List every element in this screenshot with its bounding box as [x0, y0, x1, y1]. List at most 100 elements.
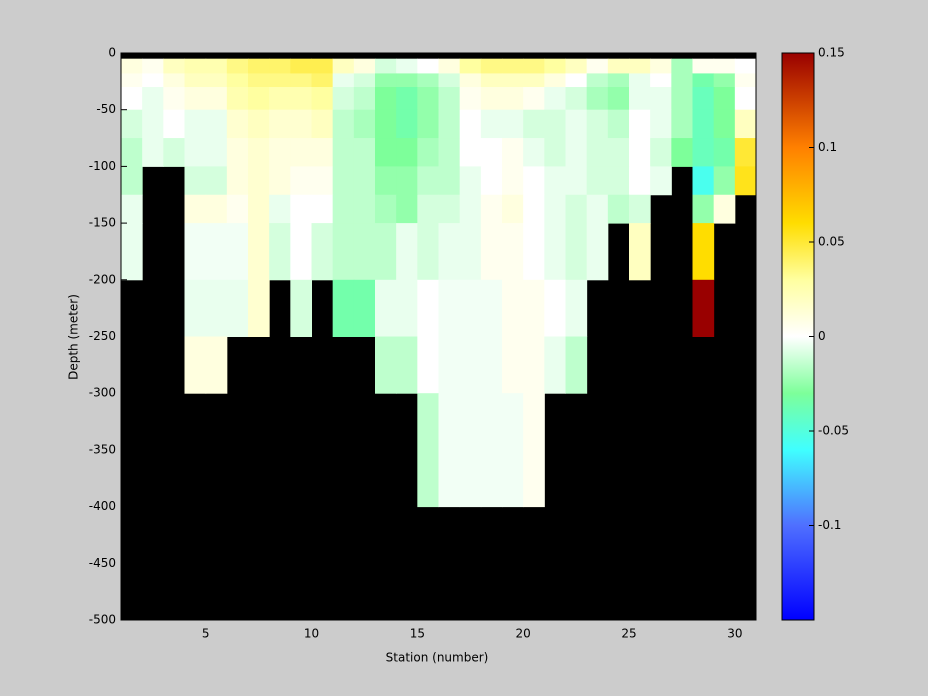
- heatmap-cell: [523, 194, 545, 224]
- heatmap-cell: [396, 138, 418, 167]
- heatmap-cell: [692, 73, 715, 88]
- heatmap-cell: [713, 87, 736, 111]
- heatmap-cell: [205, 87, 228, 111]
- heatmap-cell: [734, 138, 757, 167]
- heatmap-cell: [353, 138, 376, 167]
- heatmap-cell: [311, 166, 334, 196]
- y-tick-label: -450: [89, 556, 116, 570]
- heatmap-cell: [692, 194, 715, 224]
- heatmap-cell: [142, 87, 164, 111]
- heatmap-cell: [248, 73, 270, 88]
- heatmap-cell: [121, 73, 143, 88]
- heatmap-cell: [438, 194, 461, 224]
- heatmap-cell: [332, 109, 355, 139]
- heatmap-cell: [332, 58, 355, 74]
- heatmap-cell: [290, 73, 312, 88]
- heatmap-cell: [269, 87, 291, 111]
- heatmap-cell: [523, 109, 545, 139]
- heatmap-cell: [311, 109, 334, 139]
- heatmap-cell: [163, 138, 185, 167]
- heatmap-cell: [311, 87, 334, 111]
- heatmap-cell: [121, 194, 143, 224]
- heatmap-cell: [269, 166, 291, 196]
- colorbar-tick-label: 0: [818, 329, 826, 343]
- heatmap-cell: [459, 336, 482, 394]
- heatmap-cell: [480, 166, 503, 196]
- heatmap-cell: [607, 87, 630, 111]
- heatmap-cell: [353, 58, 376, 74]
- heatmap-cell: [290, 138, 312, 167]
- heatmap-cell: [353, 166, 376, 196]
- heatmap-cell: [205, 336, 228, 394]
- heatmap-cell: [248, 58, 270, 74]
- heatmap-cell: [205, 223, 228, 281]
- heatmap-cell: [565, 58, 588, 74]
- heatmap-cell: [629, 194, 651, 224]
- heatmap-cell: [480, 87, 503, 111]
- heatmap-cell: [650, 87, 672, 111]
- heatmap-cell: [163, 109, 185, 139]
- y-tick-label: -350: [89, 442, 116, 456]
- y-tick-label: -50: [96, 102, 116, 116]
- colorbar-tick-label: -0.1: [818, 518, 841, 532]
- heatmap-cell: [586, 109, 609, 139]
- heatmap-cell: [523, 73, 545, 88]
- heatmap-cell: [290, 166, 312, 196]
- heatmap-cell: [650, 109, 672, 139]
- heatmap-cell: [480, 73, 503, 88]
- heatmap-cell: [396, 336, 418, 394]
- heatmap-cell: [417, 109, 439, 139]
- heatmap-cell: [565, 87, 588, 111]
- heatmap-cell: [226, 194, 249, 224]
- heatmap-cell: [142, 138, 164, 167]
- heatmap-cell: [459, 194, 482, 224]
- heatmap-cell: [248, 194, 270, 224]
- heatmap-cell: [396, 73, 418, 88]
- heatmap-cell: [523, 336, 545, 394]
- heatmap-cell: [586, 138, 609, 167]
- heatmap-cell: [586, 58, 609, 74]
- heatmap-cell: [417, 166, 439, 196]
- heatmap-cell: [375, 58, 397, 74]
- heatmap-cell: [417, 393, 439, 508]
- heatmap-cell: [629, 58, 651, 74]
- heatmap-cell: [523, 87, 545, 111]
- heatmap-cell: [375, 336, 397, 394]
- heatmap-cell: [734, 58, 757, 74]
- heatmap-cell: [480, 393, 503, 508]
- heatmap-cell: [692, 279, 715, 337]
- heatmap-cell: [438, 336, 461, 394]
- heatmap-cell: [226, 223, 249, 281]
- heatmap-cell: [396, 58, 418, 74]
- heatmap-cell: [248, 279, 270, 337]
- heatmap-cell: [502, 393, 524, 508]
- heatmap-cell: [184, 166, 207, 196]
- heatmap-cell: [226, 109, 249, 139]
- heatmap-cell: [438, 73, 461, 88]
- x-tick-label: 20: [516, 627, 531, 641]
- heatmap-cell: [417, 336, 439, 394]
- y-tick-label: -250: [89, 329, 116, 343]
- heatmap-cell: [184, 138, 207, 167]
- heatmap-cell: [248, 138, 270, 167]
- heatmap-cell: [523, 279, 545, 337]
- heatmap-cell: [502, 336, 524, 394]
- heatmap-cell: [375, 73, 397, 88]
- heatmap-cell: [269, 194, 291, 224]
- heatmap-cell: [353, 87, 376, 111]
- heatmap-cell: [523, 58, 545, 74]
- y-tick-label: -200: [89, 272, 116, 286]
- heatmap-cell: [565, 223, 588, 281]
- heatmap-cell: [502, 109, 524, 139]
- heatmap-cell: [713, 138, 736, 167]
- heatmap-cell: [142, 109, 164, 139]
- heatmap-cell: [163, 58, 185, 74]
- heatmap-cell: [184, 109, 207, 139]
- heatmap-cell: [290, 279, 312, 337]
- heatmap-cell: [205, 279, 228, 337]
- heatmap-cell: [396, 109, 418, 139]
- heatmap-cell: [396, 87, 418, 111]
- heatmap-cell: [121, 87, 143, 111]
- heatmap-cell: [205, 58, 228, 74]
- heatmap-cell: [544, 166, 566, 196]
